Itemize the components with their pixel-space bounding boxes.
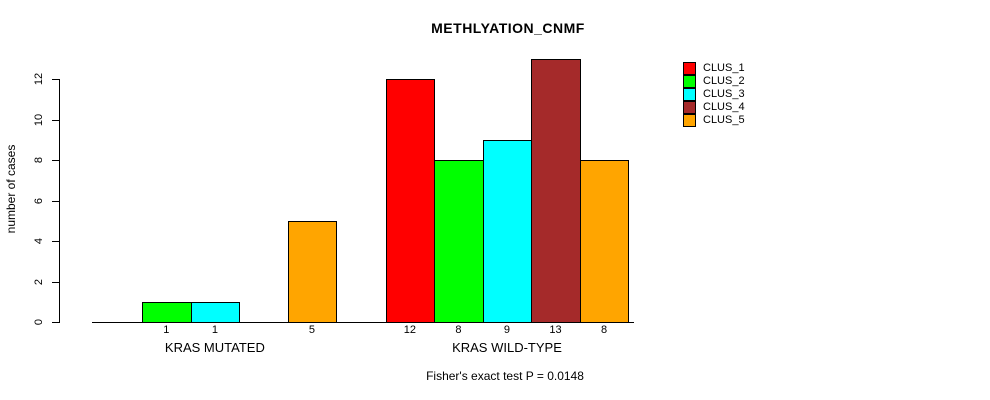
legend-label: CLUS_3 bbox=[703, 88, 745, 100]
bar-value-label: 8 bbox=[455, 324, 462, 336]
bar bbox=[142, 302, 192, 323]
bar bbox=[531, 59, 581, 323]
bar bbox=[434, 160, 484, 323]
y-tick bbox=[52, 201, 59, 202]
y-tick bbox=[52, 79, 59, 80]
legend-swatch bbox=[683, 114, 696, 127]
group-label: KRAS MUTATED bbox=[164, 340, 265, 355]
annotation-fisher-test: Fisher's exact test P = 0.0148 bbox=[426, 369, 584, 383]
legend-swatch bbox=[683, 101, 696, 114]
y-tick bbox=[52, 322, 59, 323]
bar-value-label: 5 bbox=[308, 324, 316, 336]
legend-label: CLUS_2 bbox=[703, 75, 745, 87]
legend-item: CLUS_3 bbox=[683, 88, 773, 101]
y-tick-label: 4 bbox=[33, 237, 45, 245]
y-axis-line bbox=[59, 79, 60, 323]
bar bbox=[191, 302, 240, 323]
bar bbox=[288, 221, 337, 323]
y-axis-title: number of cases bbox=[4, 144, 18, 234]
legend-swatch bbox=[683, 62, 696, 75]
legend-swatch bbox=[683, 88, 696, 101]
y-tick-label: 2 bbox=[33, 278, 45, 286]
legend-label: CLUS_4 bbox=[703, 101, 745, 113]
y-tick bbox=[52, 282, 59, 283]
bar-value-label: 1 bbox=[211, 324, 218, 336]
chart-title: METHLYATION_CNMF bbox=[431, 20, 585, 36]
legend-item: CLUS_5 bbox=[683, 114, 773, 127]
legend-swatch bbox=[683, 75, 696, 88]
y-tick bbox=[52, 160, 59, 161]
legend-label: CLUS_1 bbox=[703, 62, 745, 74]
y-tick-label: 0 bbox=[33, 318, 45, 326]
bar-value-label: 9 bbox=[503, 324, 511, 336]
x-axis-line bbox=[92, 322, 634, 323]
legend-item: CLUS_1 bbox=[683, 62, 773, 75]
legend-item: CLUS_2 bbox=[683, 75, 773, 88]
group-label: KRAS WILD-TYPE bbox=[452, 340, 562, 355]
bar-value-label: 8 bbox=[601, 324, 608, 336]
bar-value-label: 1 bbox=[163, 324, 170, 336]
y-tick-label: 12 bbox=[33, 72, 45, 86]
legend-label: CLUS_5 bbox=[703, 114, 745, 126]
y-tick bbox=[52, 120, 59, 121]
bar bbox=[483, 140, 532, 323]
bar bbox=[580, 160, 629, 323]
y-tick-label: 6 bbox=[33, 197, 45, 205]
legend-item: CLUS_4 bbox=[683, 101, 773, 114]
bar-value-label: 13 bbox=[549, 324, 562, 336]
y-tick-label: 8 bbox=[33, 156, 45, 164]
y-tick bbox=[52, 241, 59, 242]
bar bbox=[386, 79, 435, 323]
y-tick-label: 10 bbox=[33, 113, 45, 127]
bar-value-label: 12 bbox=[403, 324, 416, 336]
